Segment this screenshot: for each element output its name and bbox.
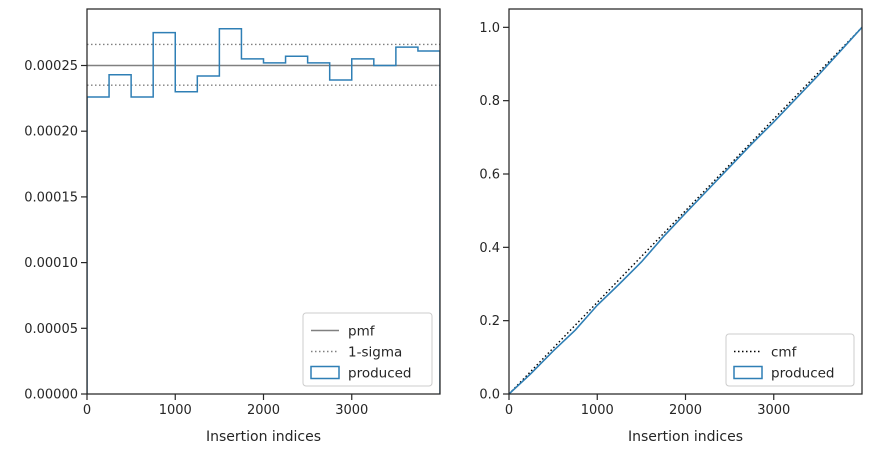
right-plot-area bbox=[509, 26, 862, 394]
left-chart-panel: 0 1000 2000 3000 0.00000 0.00005 0.00010 0.0001… bbox=[24, 8, 441, 445]
produced-histogram-step bbox=[87, 27, 440, 394]
right-y-tick-label: 0.0 bbox=[479, 388, 500, 403]
left-chart-legend: pmf 1-sigma produced bbox=[302, 312, 433, 387]
right-chart-ticks: 0 1000 2000 3000 0.0 0.2 0.4 0.6 0.8 1.0 bbox=[479, 21, 790, 418]
right-y-tick-label: 1.0 bbox=[479, 21, 500, 36]
left-x-tick-label: 0 bbox=[83, 403, 91, 418]
right-legend-box bbox=[725, 333, 855, 387]
left-chart-frame bbox=[86, 8, 441, 395]
left-x-axis-label: Insertion indices bbox=[206, 429, 321, 445]
left-y-tick-label: 0.00020 bbox=[24, 125, 78, 140]
left-x-tick-label: 2000 bbox=[247, 403, 280, 418]
left-y-tick-label: 0.00010 bbox=[24, 256, 78, 271]
right-y-tick-label: 0.6 bbox=[479, 168, 500, 183]
right-y-tick-label: 0.2 bbox=[479, 314, 500, 329]
legend-1-sigma-label: 1-sigma bbox=[348, 345, 402, 361]
legend-produced-label: produced bbox=[348, 366, 412, 382]
left-chart-ticks: 0 1000 2000 3000 0.00000 0.00005 0.00010 0.0001… bbox=[24, 59, 368, 418]
right-x-tick-label: 3000 bbox=[757, 403, 790, 418]
right-chart-marks bbox=[509, 26, 862, 394]
left-x-tick-label: 3000 bbox=[335, 403, 368, 418]
produced-cumulative-line bbox=[509, 26, 862, 394]
left-y-tick-label: 0.00025 bbox=[24, 59, 78, 74]
legend-cmf-label: cmf bbox=[771, 345, 798, 361]
left-y-tick-label: 0.00000 bbox=[24, 388, 78, 403]
right-chart-frame bbox=[508, 8, 863, 395]
left-chart-marks bbox=[87, 27, 440, 394]
right-x-axis-label: Insertion indices bbox=[628, 429, 743, 445]
legend-produced-label: produced bbox=[771, 366, 835, 382]
legend-pmf-label: pmf bbox=[348, 324, 376, 340]
right-y-tick-label: 0.8 bbox=[479, 94, 500, 109]
legend-produced-swatch bbox=[733, 365, 763, 380]
cmf-line bbox=[509, 26, 862, 394]
right-x-tick-label: 2000 bbox=[669, 403, 702, 418]
right-x-tick-label: 1000 bbox=[581, 403, 614, 418]
right-chart-legend: cmf produced bbox=[725, 333, 855, 387]
left-y-tick-label: 0.00015 bbox=[24, 190, 78, 205]
right-chart-panel: 0 1000 2000 3000 0.0 0.2 0.4 0.6 0.8 1.0 Insertio… bbox=[479, 8, 863, 445]
legend-produced-swatch bbox=[310, 365, 340, 380]
left-x-tick-label: 1000 bbox=[159, 403, 192, 418]
left-plot-area bbox=[87, 27, 440, 394]
right-x-tick-label: 0 bbox=[505, 403, 513, 418]
left-y-tick-label: 0.00005 bbox=[24, 322, 78, 337]
right-y-tick-label: 0.4 bbox=[479, 241, 500, 256]
